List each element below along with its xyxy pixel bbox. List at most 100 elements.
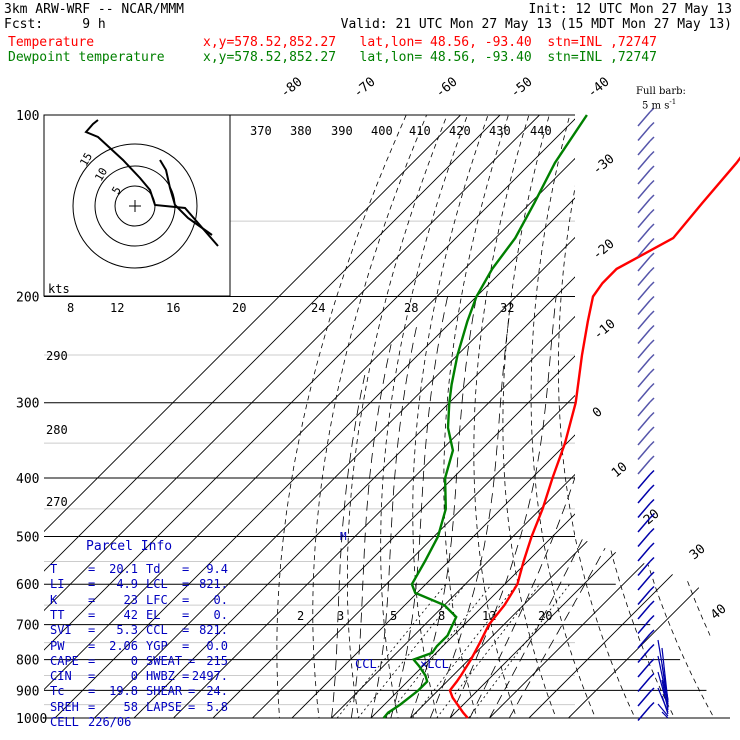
wind-barb-feather bbox=[649, 353, 655, 360]
wind-barb-feather bbox=[649, 339, 655, 345]
pressure-tick-label: 200 bbox=[16, 291, 39, 306]
wind-barb-feather bbox=[649, 237, 655, 244]
wind-barb-shaft bbox=[637, 329, 651, 344]
wind-barb-feather bbox=[649, 295, 655, 302]
pressure-tick-label: 700 bbox=[16, 619, 39, 634]
parcel-value: 19.8 bbox=[109, 684, 138, 699]
wind-barb-shaft bbox=[637, 387, 651, 402]
wind-barb-feather bbox=[649, 469, 655, 476]
wind-barb-shaft bbox=[637, 691, 651, 707]
hodograph-trace bbox=[84, 119, 219, 247]
parcel-value: 24. bbox=[206, 684, 228, 699]
parcel-equals: = bbox=[188, 653, 196, 668]
wind-barb-dense bbox=[661, 695, 669, 715]
moist-adiabat-line bbox=[429, 296, 513, 718]
theta-e-label: 20 bbox=[232, 301, 246, 315]
parcel-equals: = bbox=[88, 577, 96, 592]
wind-barb-shaft bbox=[637, 271, 651, 286]
wind-barb-shaft bbox=[637, 503, 651, 518]
isotherm-line bbox=[44, 115, 501, 718]
wind-barb-shaft bbox=[637, 343, 651, 359]
hodograph-ring-label: 10 bbox=[92, 166, 110, 184]
parcel-key: SVI bbox=[50, 623, 72, 638]
parcel-key: T bbox=[50, 562, 58, 576]
moist-adiabat-line bbox=[370, 321, 419, 718]
wind-barb-shaft bbox=[637, 300, 651, 315]
theta-label: 430 bbox=[489, 124, 511, 138]
wind-barb-feather bbox=[649, 411, 655, 418]
pressure-tick-label: 600 bbox=[16, 578, 39, 593]
parcel-value: 0. bbox=[213, 607, 228, 622]
parcel-value: 821. bbox=[199, 577, 228, 592]
wind-barb-dense bbox=[661, 711, 669, 719]
wind-barb-feather bbox=[649, 397, 655, 403]
dry-adiabat-line bbox=[706, 115, 730, 718]
parcel-key: SWEAT bbox=[146, 653, 183, 668]
valid-time: Valid: 21 UTC Mon 27 May 13 (15 MDT Mon … bbox=[340, 17, 732, 32]
isotherm-label: -10 bbox=[591, 316, 619, 343]
dry-adiabat-line bbox=[729, 115, 730, 718]
ccl-label: CCL bbox=[355, 657, 377, 671]
parcel-value: 215 bbox=[206, 653, 228, 668]
mixing-ratio-line bbox=[357, 583, 466, 718]
dry-adiabat-line bbox=[347, 115, 448, 718]
wind-barb-shaft bbox=[637, 416, 651, 431]
legend-temperature-label: Temperature bbox=[8, 35, 95, 50]
parcel-key: HWBZ bbox=[146, 669, 175, 684]
parcel-value: 0. bbox=[213, 592, 228, 607]
pressure-tick-label: 1000 bbox=[16, 712, 47, 727]
isotherm-line bbox=[44, 115, 540, 718]
hodograph-ring bbox=[72, 143, 198, 269]
mixing-ratio-line bbox=[412, 583, 518, 718]
parcel-key: YGP bbox=[146, 638, 168, 653]
wind-barb-feather bbox=[649, 498, 655, 505]
dry-adiabat-line bbox=[530, 115, 602, 718]
wind-barb-feather bbox=[649, 701, 655, 708]
parcel-key: LFC bbox=[146, 592, 168, 607]
wind-barb-shaft bbox=[637, 242, 651, 257]
parcel-equals: = bbox=[88, 699, 96, 714]
theta-e-label: 16 bbox=[166, 301, 180, 315]
parcel-equals: = bbox=[88, 669, 96, 684]
wind-barb-shaft bbox=[637, 314, 651, 330]
wind-barb-shaft bbox=[637, 604, 651, 620]
model-title: 3km ARW-WRF -- NCAR/MMM bbox=[4, 2, 185, 17]
parcel-value: 2.06 bbox=[109, 638, 138, 653]
pressure-tick-label: 800 bbox=[16, 654, 39, 669]
wind-key-exponent: -1 bbox=[669, 98, 677, 106]
wind-barb-feather bbox=[649, 324, 655, 331]
isotherm-line bbox=[489, 115, 730, 718]
wind-barb-feather bbox=[649, 266, 655, 273]
parcel-equals: = bbox=[88, 607, 96, 622]
theta-label: 400 bbox=[371, 124, 393, 138]
dry-adiabat-line bbox=[635, 115, 730, 718]
theta-label: 440 bbox=[530, 124, 552, 138]
isotherm-line bbox=[44, 115, 580, 718]
parcel-key: Tc bbox=[50, 684, 65, 699]
isotherm-line bbox=[212, 115, 730, 718]
wind-barb-feather bbox=[649, 382, 655, 389]
parcel-value: 5.3 bbox=[116, 623, 138, 638]
wind-key-line1: Full barb: bbox=[636, 86, 686, 97]
wind-barb-feather bbox=[649, 440, 655, 447]
parcel-key: CCL bbox=[146, 623, 168, 638]
isotherm-label: -60 bbox=[433, 74, 461, 101]
wind-barb-feather bbox=[649, 571, 655, 577]
wind-barb-shaft bbox=[637, 517, 651, 533]
theta-label: 370 bbox=[250, 124, 272, 138]
isotherm-line bbox=[568, 115, 730, 718]
mixing-ratio-label: 3 bbox=[337, 609, 344, 623]
wind-key-line2: 5 m s-1 bbox=[642, 95, 676, 113]
theta-label: 290 bbox=[46, 349, 68, 363]
parcel-value: 58 bbox=[123, 699, 138, 714]
mixing-ratio-label: 2 bbox=[297, 609, 304, 623]
wind-barb-feather bbox=[649, 600, 655, 606]
isotherm-label: -20 bbox=[590, 236, 618, 263]
wind-barb-shaft bbox=[637, 619, 651, 634]
wind-barb-feather bbox=[649, 687, 655, 693]
wind-barb-feather bbox=[649, 426, 655, 432]
parcel-equals: = bbox=[182, 607, 190, 622]
wind-barb-shaft bbox=[637, 706, 651, 721]
theta-e-label: 24 bbox=[311, 301, 325, 315]
parcel-key: CIN bbox=[50, 669, 72, 684]
